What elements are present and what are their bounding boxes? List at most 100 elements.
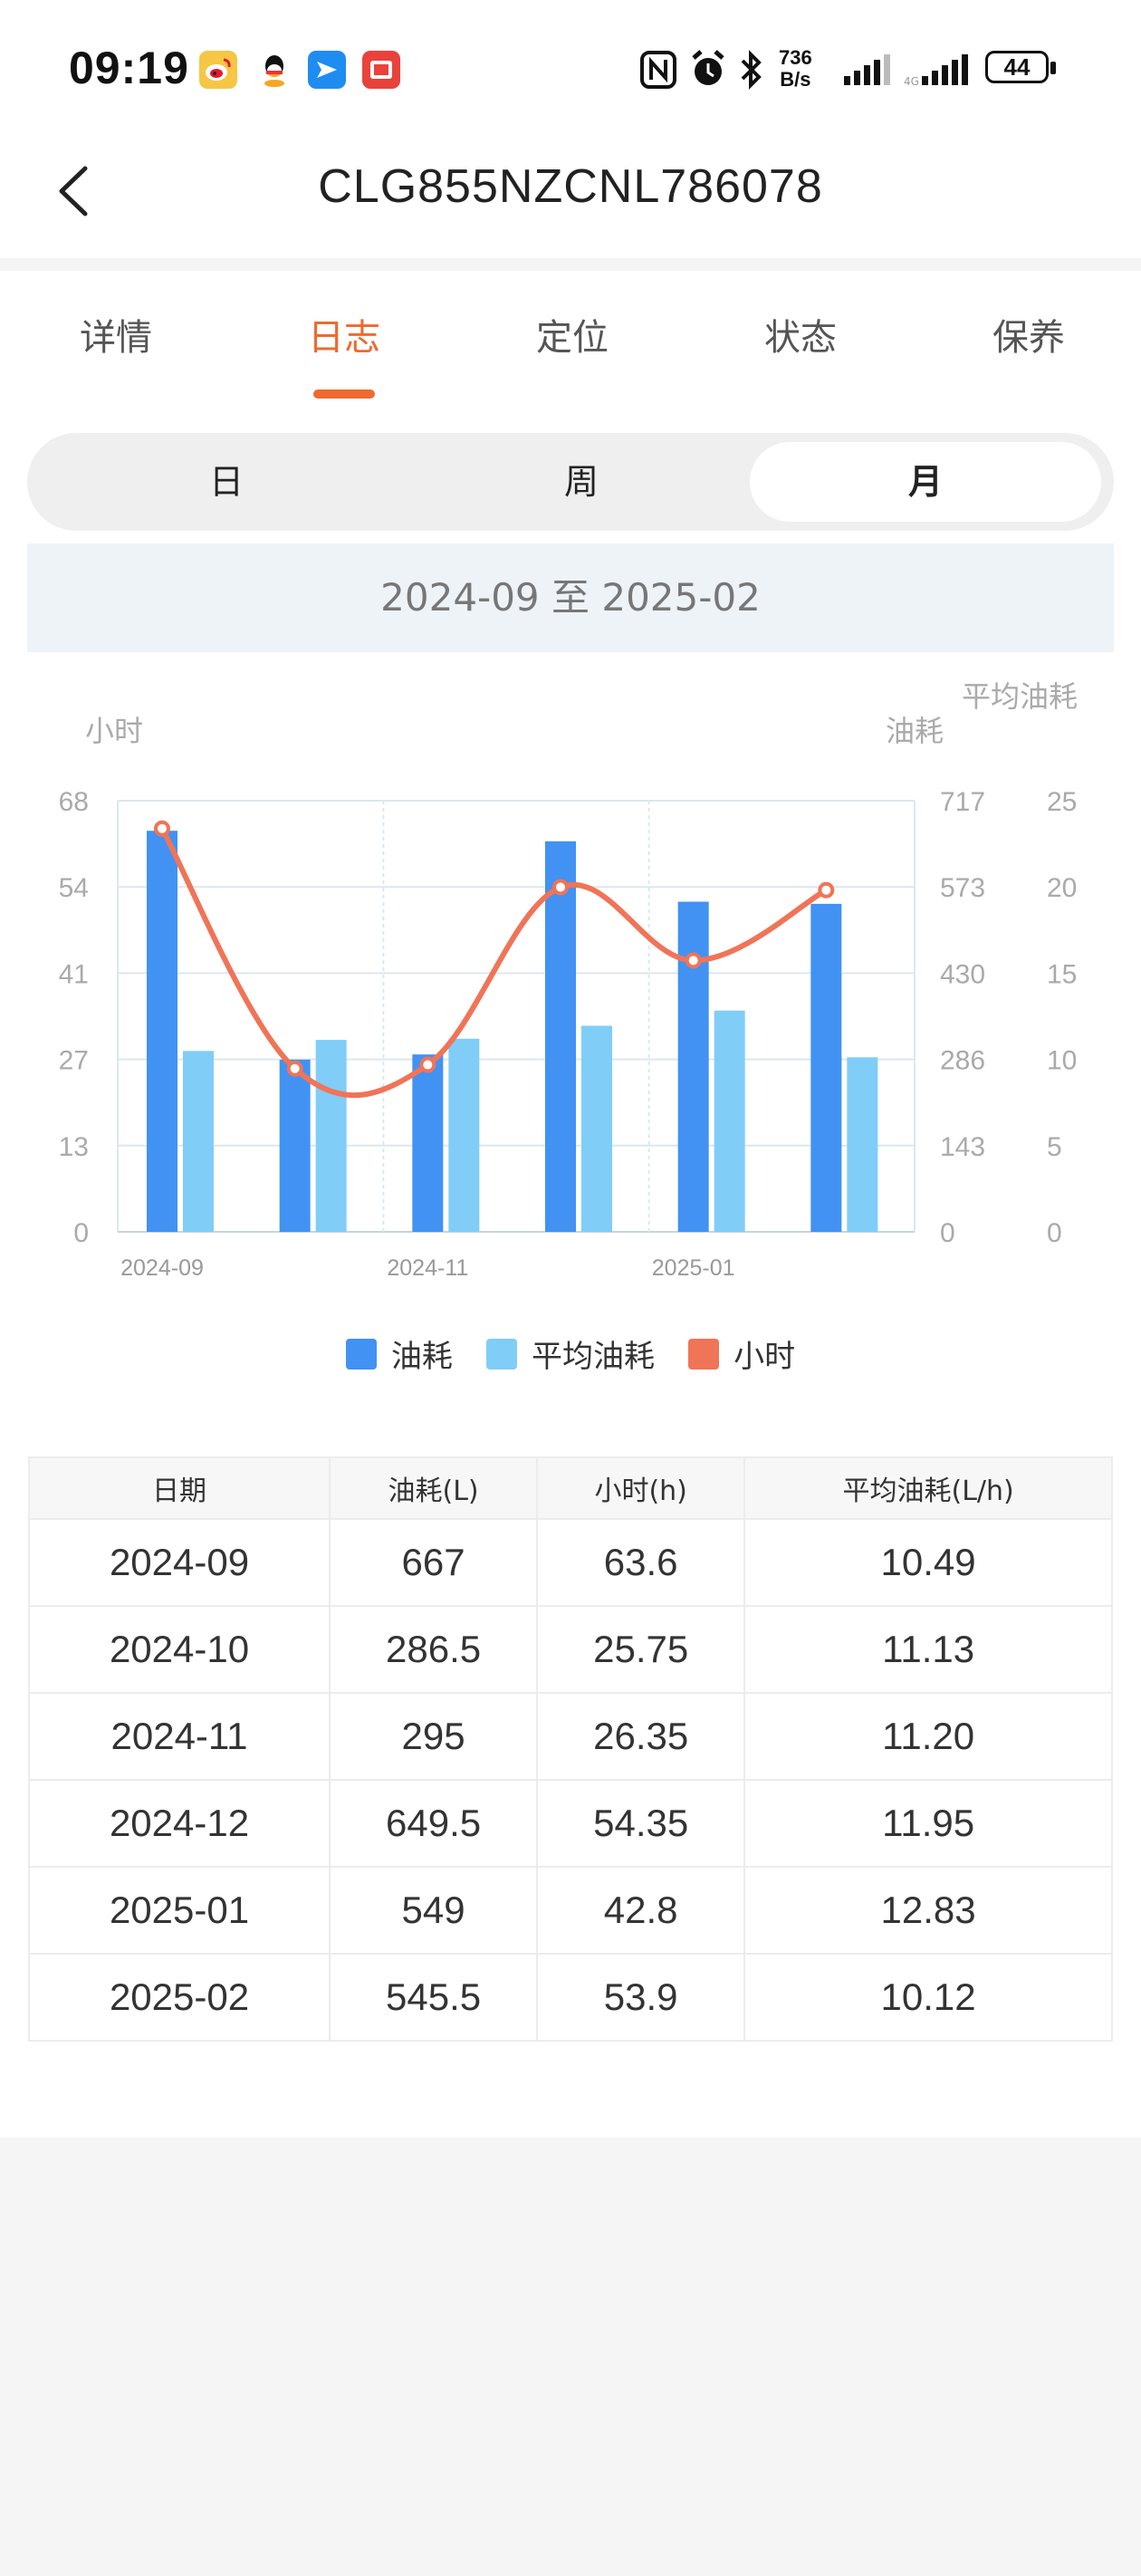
alarm-icon — [692, 50, 724, 85]
bar-avg-fuel — [581, 1025, 612, 1232]
point-hours — [552, 879, 569, 896]
y-tick-label-avg-fuel: 25 — [1047, 787, 1077, 817]
chart-line — [154, 820, 835, 1099]
red-app-icon — [362, 51, 400, 89]
signal-icon — [844, 54, 890, 85]
net-speed-value: 736 — [779, 46, 812, 69]
period-week-option[interactable]: 周 — [563, 462, 599, 502]
y-tick-label-left: 54 — [59, 873, 89, 903]
table-row: 2025-02 545.5 53.9 10.12 — [27, 1953, 1113, 2042]
y-tick-label-left: 68 — [59, 787, 89, 817]
column-header-hours: 小时(h) — [536, 1456, 746, 1520]
legend-item-fuel[interactable]: 油耗 — [345, 1331, 453, 1376]
y-tick-label-fuel: 717 — [940, 787, 985, 817]
cell-date: 2024-12 — [27, 1779, 331, 1868]
y-tick-label-left: 13 — [59, 1132, 89, 1162]
legend-label-hours: 小时 — [734, 1339, 796, 1375]
legend-label-avg-fuel: 平均油耗 — [532, 1339, 655, 1375]
qq-icon — [255, 51, 293, 89]
period-day-option[interactable]: 日 — [208, 462, 244, 502]
chart-bars — [147, 831, 878, 1232]
tab-bar: 详情 日志 定位 状态 保养 — [0, 308, 1141, 362]
bar-fuel — [545, 841, 576, 1232]
point-hours — [419, 1056, 436, 1073]
cell-fuel: 667 — [329, 1518, 539, 1607]
bar-fuel — [412, 1054, 444, 1232]
battery-level: 44 — [1003, 53, 1031, 81]
y-tick-label-fuel: 430 — [940, 959, 985, 989]
legend-swatch-fuel — [345, 1338, 377, 1370]
net-speed: 736 B/s — [779, 47, 812, 91]
table-row: 2024-10 286.5 25.75 11.13 — [27, 1605, 1113, 1694]
cell-avg-fuel: 11.95 — [743, 1779, 1113, 1868]
point-hours — [154, 820, 170, 837]
usage-chart: 0 0 0 13 143 5 27 286 10 41 430 15 54 573 20 68 717 25 小时 油… — [59, 679, 1078, 1281]
table-header-row: 日期 油耗(L) 小时(h) 平均油耗(L/h) — [27, 1456, 1113, 1520]
bar-fuel — [147, 831, 177, 1232]
y-axis-title-hours: 小时 — [85, 714, 143, 748]
cell-date: 2025-02 — [27, 1953, 331, 2042]
period-toggle: 日 周 月 — [27, 433, 1114, 531]
usage-table: 日期 油耗(L) 小时(h) 平均油耗(L/h) 2024-09 667 63.… — [27, 1456, 1113, 2042]
point-hours — [286, 1060, 303, 1077]
y-axis-title-avg-fuel: 平均油耗 — [962, 679, 1078, 714]
cell-date: 2024-10 — [27, 1605, 331, 1694]
cell-hours: 26.35 — [536, 1692, 746, 1781]
chart-axis-text: 0 0 0 13 143 5 27 286 10 41 430 15 54 573 20 68 717 25 小时 油… — [59, 679, 1078, 1281]
y-tick-label-avg-fuel: 5 — [1047, 1132, 1062, 1162]
y-tick-label-fuel: 0 — [940, 1218, 955, 1248]
tab-details[interactable]: 详情 — [80, 317, 152, 359]
period-month-option[interactable]: 月 — [750, 442, 1101, 522]
table-row: 2024-11 295 26.35 11.20 — [27, 1692, 1113, 1781]
signal-icon-2: 4G — [904, 54, 968, 88]
table-row: 2025-01 549 42.8 12.83 — [27, 1866, 1113, 1955]
chevron-left-icon — [59, 166, 88, 216]
battery-icon: 44 — [985, 51, 1058, 87]
point-hours — [685, 952, 702, 969]
cell-avg-fuel: 10.49 — [743, 1518, 1113, 1607]
cell-hours: 63.6 — [536, 1518, 746, 1607]
page-title: CLG855NZCNL786078 — [318, 160, 823, 213]
y-tick-label-fuel: 143 — [940, 1132, 985, 1162]
chart-legend: 油耗 平均油耗 小时 — [0, 1331, 1141, 1377]
tab-maintenance[interactable]: 保养 — [992, 317, 1065, 359]
cell-fuel: 545.5 — [329, 1953, 539, 2042]
y-tick-label-avg-fuel: 15 — [1047, 959, 1077, 989]
cell-hours: 53.9 — [536, 1953, 746, 2042]
table-row: 2024-09 667 63.6 10.49 — [27, 1518, 1113, 1607]
cell-fuel: 295 — [329, 1692, 539, 1781]
legend-swatch-hours — [688, 1338, 720, 1370]
cell-avg-fuel: 11.13 — [743, 1605, 1113, 1694]
legend-item-hours[interactable]: 小时 — [688, 1331, 795, 1376]
y-tick-label-left: 27 — [59, 1046, 89, 1076]
x-tick-label: 2025-01 — [652, 1255, 735, 1281]
tab-status[interactable]: 状态 — [764, 317, 837, 359]
cell-fuel: 649.5 — [329, 1779, 539, 1868]
y-tick-label-avg-fuel: 0 — [1047, 1218, 1062, 1248]
cell-avg-fuel: 12.83 — [743, 1866, 1113, 1955]
back-button[interactable] — [53, 161, 94, 221]
legend-swatch-avg-fuel — [486, 1338, 517, 1370]
status-bar: 09:19 736 B/s 4G — [0, 0, 1141, 136]
column-header-date: 日期 — [27, 1456, 331, 1520]
date-range[interactable]: 2024-09 至 2025-02 — [27, 543, 1114, 652]
point-hours — [818, 881, 835, 899]
y-tick-label-left: 0 — [73, 1218, 89, 1248]
tab-log[interactable]: 日志 — [308, 317, 380, 359]
y-tick-label-left: 41 — [59, 959, 89, 989]
tab-location[interactable]: 定位 — [536, 317, 609, 359]
y-axis-title-fuel: 油耗 — [886, 714, 944, 748]
status-time: 09:19 — [69, 43, 189, 93]
x-tick-label: 2024-09 — [120, 1255, 204, 1281]
table-row: 2024-12 649.5 54.35 11.95 — [27, 1779, 1113, 1868]
column-header-fuel: 油耗(L) — [329, 1456, 539, 1520]
legend-item-avg-fuel[interactable]: 平均油耗 — [486, 1331, 655, 1376]
column-header-avg-fuel: 平均油耗(L/h) — [743, 1456, 1113, 1520]
bar-fuel — [677, 901, 709, 1232]
cell-hours: 54.35 — [536, 1779, 746, 1868]
bar-avg-fuel — [315, 1040, 347, 1232]
cell-fuel: 549 — [329, 1866, 539, 1955]
legend-label-fuel: 油耗 — [390, 1339, 453, 1375]
cell-avg-fuel: 11.20 — [743, 1692, 1113, 1781]
feishu-icon — [308, 51, 346, 89]
